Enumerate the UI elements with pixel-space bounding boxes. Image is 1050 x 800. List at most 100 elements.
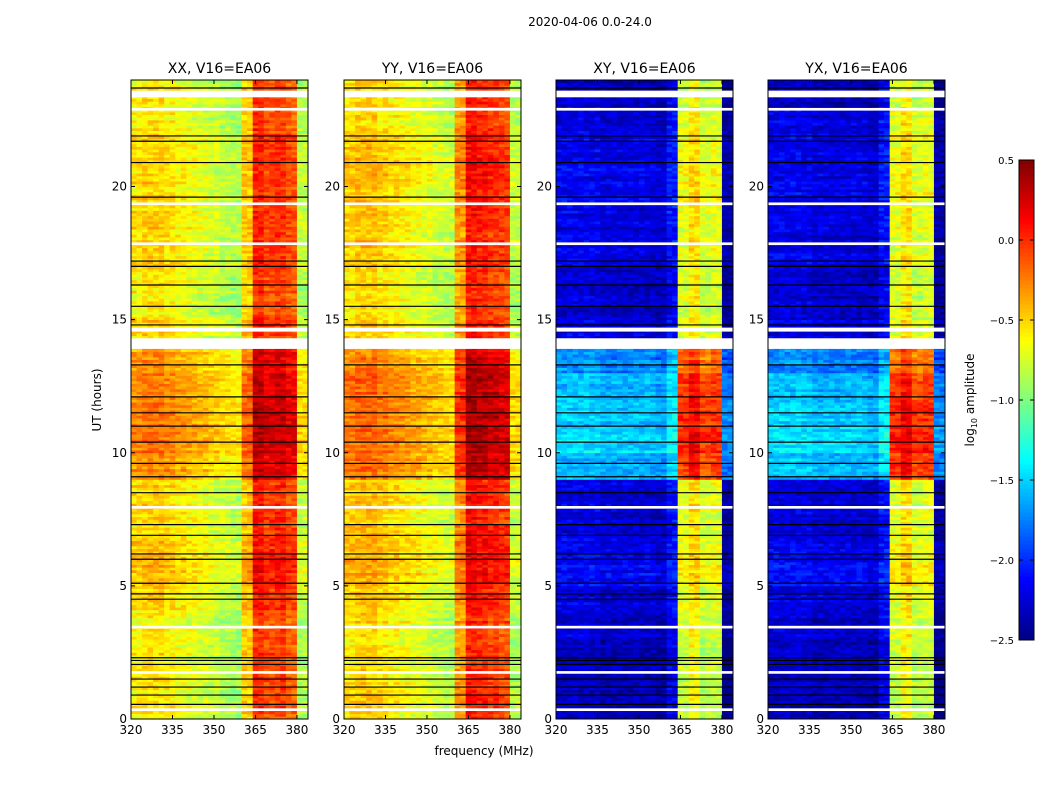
heatmap-cell — [264, 618, 270, 621]
heatmap-cell — [297, 453, 303, 456]
heatmap-cell — [247, 466, 253, 469]
heatmap-cell — [181, 666, 187, 669]
heatmap-cell — [275, 698, 281, 701]
heatmap-cell — [148, 639, 154, 642]
heatmap-cell — [264, 386, 270, 389]
heatmap-cell — [203, 538, 209, 541]
heatmap-cell — [297, 407, 303, 410]
heatmap-cell — [142, 668, 148, 671]
heatmap-cell — [159, 381, 165, 384]
heatmap-cell — [203, 370, 209, 373]
heatmap-cell — [153, 573, 159, 576]
heatmap-cell — [236, 370, 242, 373]
heatmap-cell — [153, 634, 159, 637]
heatmap-cell — [137, 668, 143, 671]
heatmap-cell — [164, 575, 170, 578]
heatmap-cell — [220, 674, 226, 677]
heatmap-cell — [258, 706, 264, 709]
heatmap-cell — [148, 573, 154, 576]
heatmap-cell — [236, 501, 242, 504]
heatmap-cell — [258, 644, 264, 647]
heatmap-cell — [197, 405, 203, 408]
heatmap-cell — [153, 378, 159, 381]
heatmap-cell — [275, 714, 281, 717]
heatmap-cell — [247, 445, 253, 448]
heatmap-cell — [186, 389, 192, 392]
heatmap-cell — [236, 636, 242, 639]
heatmap-cell — [164, 714, 170, 717]
heatmap-cell — [186, 642, 192, 645]
heatmap-cell — [264, 602, 270, 605]
heatmap-cell — [236, 466, 242, 469]
heatmap-cell — [153, 517, 159, 520]
heatmap-cell — [186, 517, 192, 520]
heatmap-cell — [231, 530, 237, 533]
heatmap-cell — [242, 586, 248, 589]
heatmap-cell — [159, 562, 165, 565]
heatmap-cell — [264, 471, 270, 474]
heatmap-cell — [264, 400, 270, 403]
heatmap-cell — [220, 620, 226, 623]
heatmap-cell — [203, 455, 209, 458]
heatmap-cell — [258, 368, 264, 371]
heatmap-cell — [297, 613, 303, 616]
heatmap-cell — [148, 647, 154, 650]
heatmap-cell — [181, 570, 187, 573]
heatmap-cell — [258, 458, 264, 461]
heatmap-cell — [170, 458, 176, 461]
heatmap-cell — [192, 445, 198, 448]
heatmap-cell — [247, 447, 253, 450]
heatmap-cell — [247, 485, 253, 488]
heatmap-cell — [175, 405, 181, 408]
heatmap-cell — [231, 549, 237, 552]
heatmap-cell — [258, 666, 264, 669]
heatmap-cell — [159, 487, 165, 490]
heatmap-cell — [131, 400, 137, 403]
heatmap-cell — [269, 589, 275, 592]
heatmap-cell — [192, 498, 198, 501]
heatmap-cell — [203, 618, 209, 621]
heatmap-cell — [197, 431, 203, 434]
heatmap-cell — [192, 527, 198, 530]
heatmap-cell — [225, 519, 231, 522]
heatmap-cell — [214, 650, 220, 653]
heatmap-cell — [280, 636, 286, 639]
heatmap-cell — [214, 368, 220, 371]
heatmap-cell — [258, 455, 264, 458]
heatmap-cell — [247, 370, 253, 373]
heatmap-cell — [253, 674, 259, 677]
heatmap-cell — [258, 700, 264, 703]
heatmap-cell — [297, 498, 303, 501]
heatmap-cell — [269, 546, 275, 549]
heatmap-cell — [197, 639, 203, 642]
heatmap-cell — [291, 509, 297, 512]
heatmap-cell — [258, 650, 264, 653]
heatmap-cell — [142, 639, 148, 642]
heatmap-cell — [159, 482, 165, 485]
heatmap-cell — [170, 527, 176, 530]
heatmap-cell — [264, 447, 270, 450]
heatmap-cell — [247, 586, 253, 589]
heatmap-cell — [225, 509, 231, 512]
heatmap-cell — [258, 400, 264, 403]
heatmap-cell — [137, 509, 143, 512]
heatmap-cell — [208, 642, 214, 645]
heatmap-cell — [197, 517, 203, 520]
heatmap-cell — [236, 511, 242, 514]
heatmap-cell — [258, 498, 264, 501]
heatmap-cell — [153, 674, 159, 677]
heatmap-cell — [175, 615, 181, 618]
heatmap-cell — [186, 615, 192, 618]
heatmap-cell — [175, 527, 181, 530]
heatmap-cell — [247, 647, 253, 650]
heatmap-cell — [186, 650, 192, 653]
heatmap-cell — [220, 666, 226, 669]
heatmap-cell — [192, 386, 198, 389]
heatmap-cell — [247, 650, 253, 653]
heatmap-cell — [137, 517, 143, 520]
heatmap-cell — [131, 368, 137, 371]
heatmap-cell — [137, 538, 143, 541]
heatmap-cell — [137, 389, 143, 392]
heatmap-cell — [186, 714, 192, 717]
